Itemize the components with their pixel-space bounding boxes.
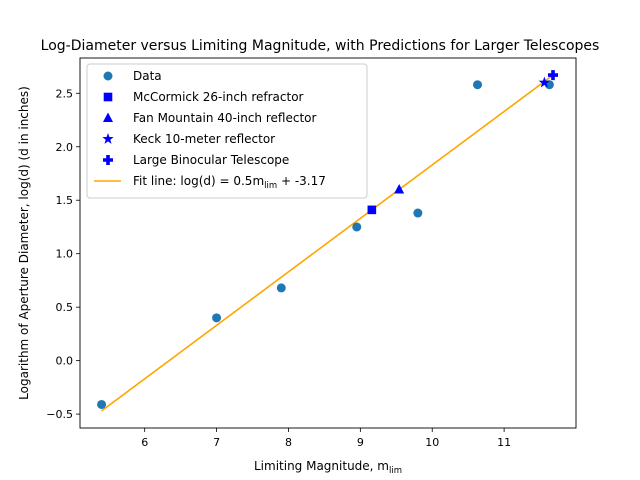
series-3-point-0 <box>538 76 551 88</box>
legend-label-2: Fan Mountain 40-inch reflector <box>133 111 316 125</box>
legend-label-3: Keck 10-meter reflector <box>133 132 275 146</box>
series-0-point-4 <box>413 208 423 218</box>
legend-marker-0 <box>103 71 113 81</box>
series-0-point-1 <box>212 313 222 323</box>
y-tick-label: 0.5 <box>56 301 74 314</box>
legend: Data McCormick 26-inch refractor Fan Mount… <box>86 63 368 199</box>
series-4-point-0 <box>547 70 558 81</box>
x-tick-label: 11 <box>497 436 511 449</box>
legend-frame <box>86 63 368 199</box>
legend-fit-line-label: Fit line: log(d) = 0.5mlim + -3.17 <box>133 174 326 191</box>
x-axis-label-subscript: lim <box>389 466 402 476</box>
series-1-point-0 <box>367 205 377 215</box>
fit-line <box>101 74 554 412</box>
y-tick-label: 1.0 <box>56 248 74 261</box>
series-2-point-0 <box>394 184 405 194</box>
y-tick-label: 2.5 <box>56 87 74 100</box>
series-0-point-3 <box>352 222 362 232</box>
y-axis-ticks: −0.5 0.0 0.5 1.0 1.5 2.0 2.5 <box>46 87 80 421</box>
plot-data-layer <box>97 70 558 412</box>
legend-marker-4 <box>103 155 113 165</box>
x-tick-label: 9 <box>357 436 364 449</box>
legend-label-1: McCormick 26-inch refractor <box>133 90 304 104</box>
series-0-point-2 <box>276 283 286 293</box>
legend-marker-1 <box>103 92 113 102</box>
legend-label-4: Large Binocular Telescope <box>133 153 289 167</box>
legend-label-0: Data <box>133 69 162 83</box>
x-axis-ticks: 6 7 8 9 10 11 <box>141 428 511 449</box>
series-0-point-0 <box>97 399 107 409</box>
y-tick-label: −0.5 <box>46 408 73 421</box>
plot-frame <box>79 57 577 429</box>
y-tick-label: 1.5 <box>56 194 74 207</box>
x-tick-label: 8 <box>285 436 292 449</box>
x-tick-label: 7 <box>213 436 220 449</box>
y-tick-label: 2.0 <box>56 141 74 154</box>
y-tick-label: 0.0 <box>56 355 74 368</box>
chart-title: Log-Diameter versus Limiting Magnitude, … <box>41 38 600 54</box>
x-tick-label: 6 <box>141 436 148 449</box>
y-axis-label: Logarithm of Aperture Diameter, log(d) (… <box>17 86 31 400</box>
x-axis-label: Limiting Magnitude, mlim <box>254 459 402 476</box>
legend-marker-2 <box>103 112 113 122</box>
series-0-point-5 <box>473 80 483 90</box>
x-tick-label: 10 <box>425 436 439 449</box>
legend-marker-3 <box>102 133 114 144</box>
legend-entries: Data McCormick 26-inch refractor Fan Mount… <box>94 69 326 191</box>
